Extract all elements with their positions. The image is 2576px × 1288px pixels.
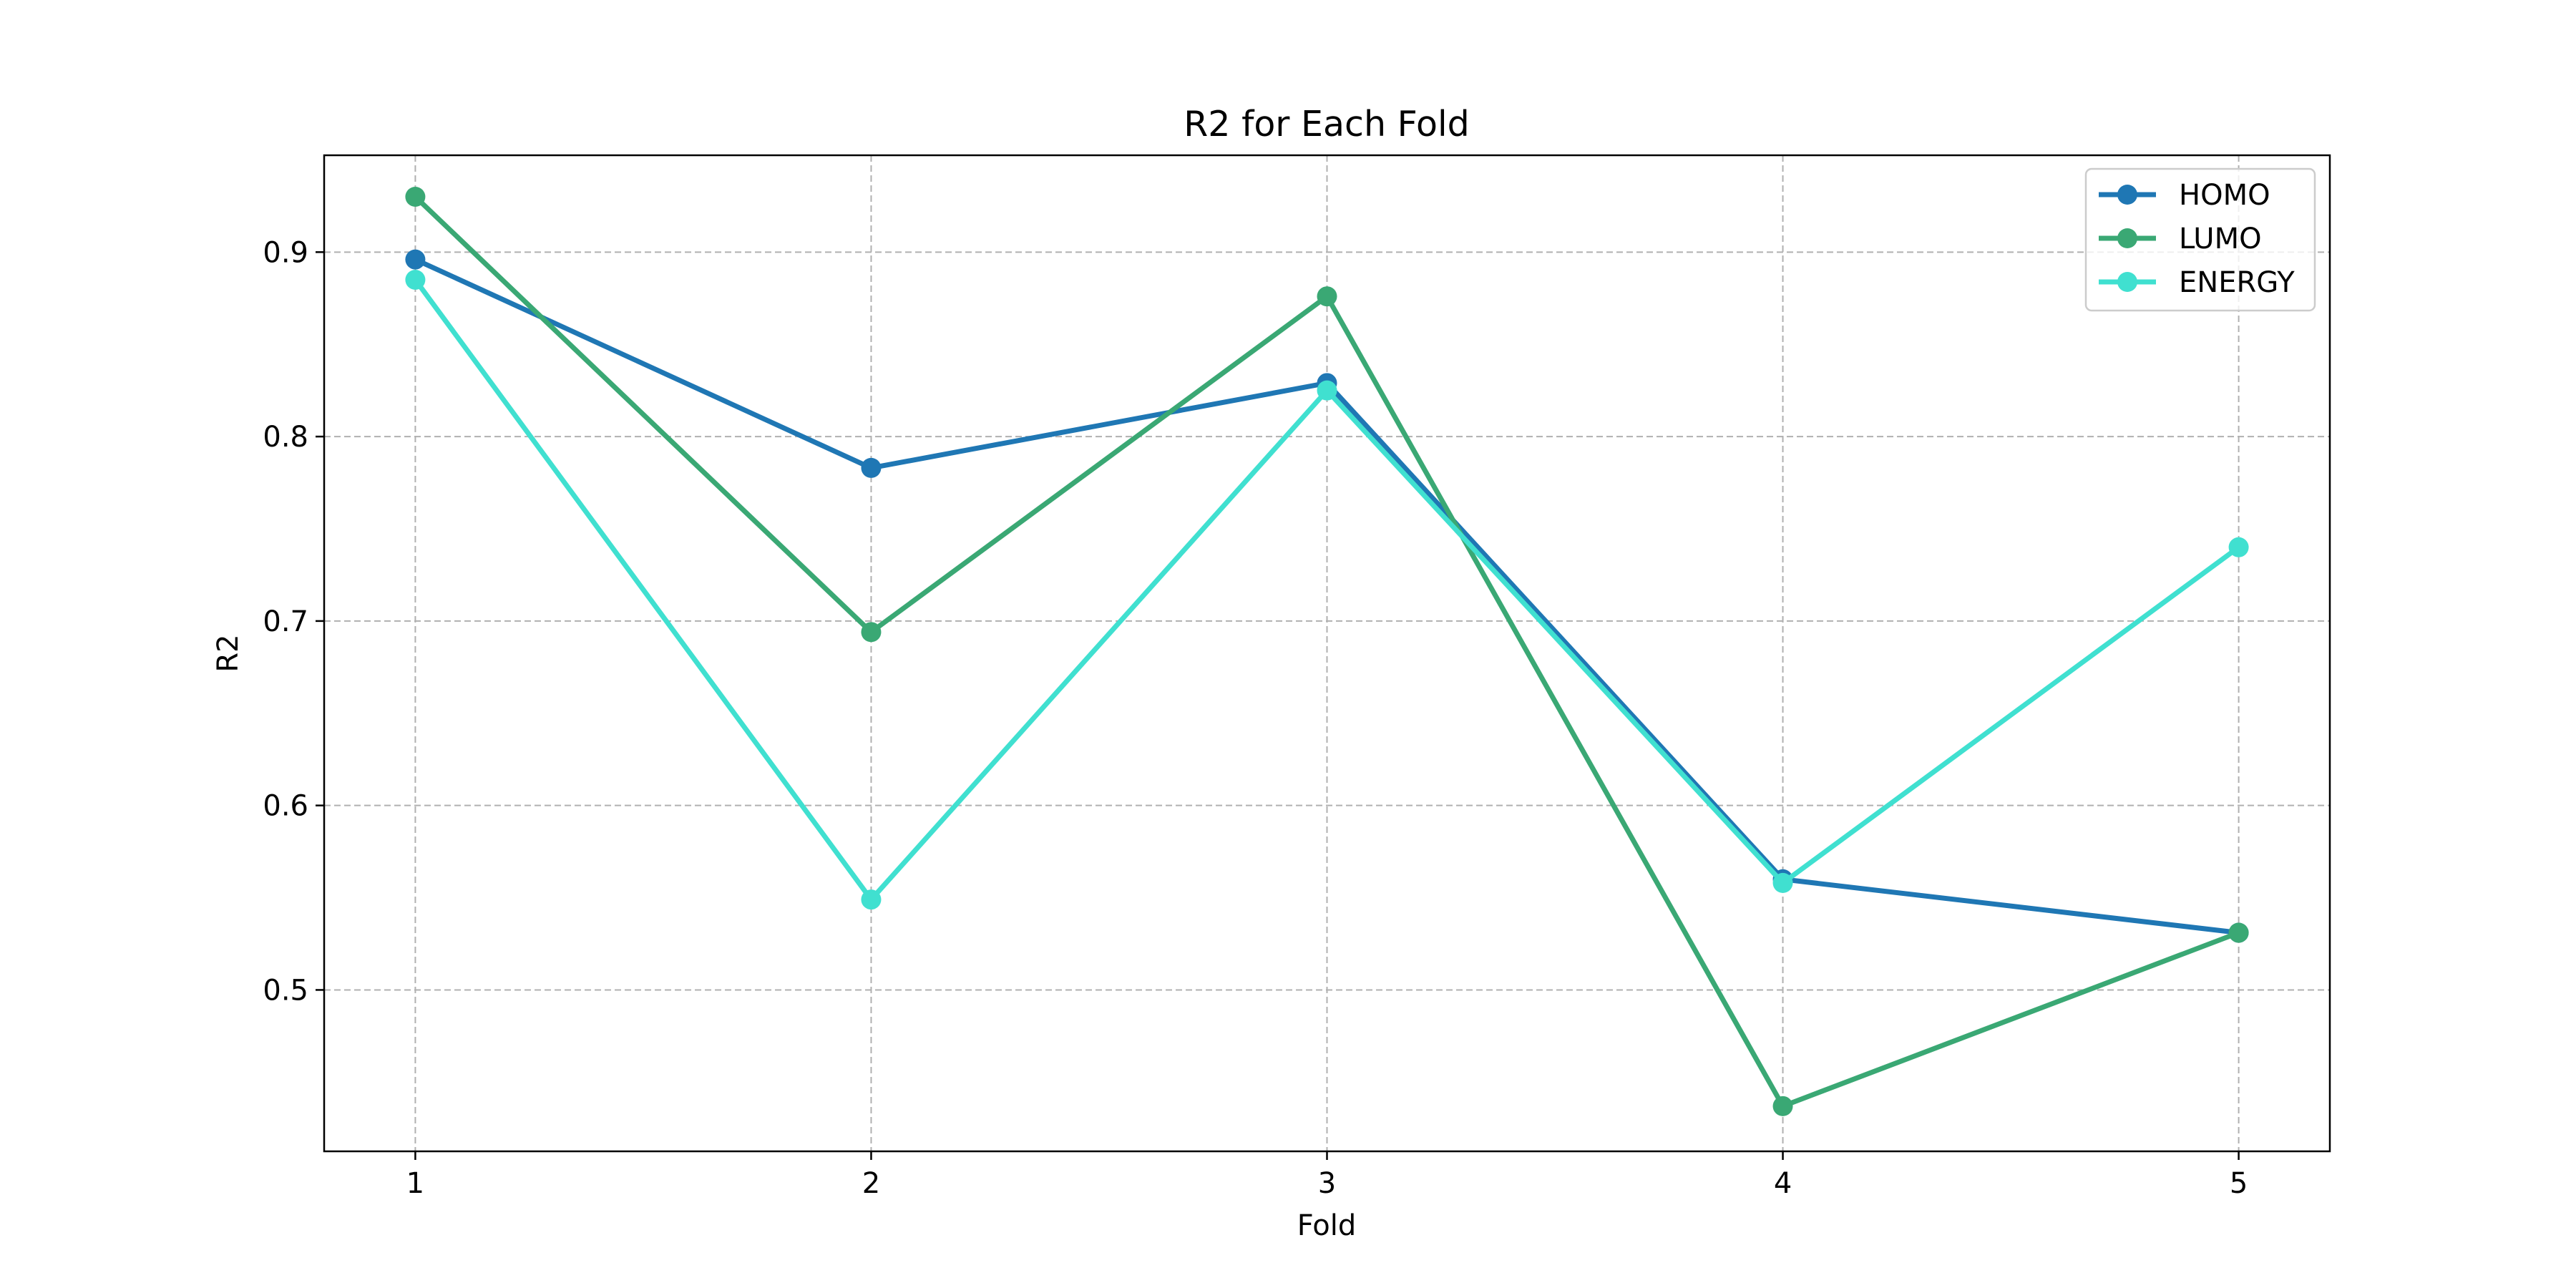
energy-point (1317, 380, 1337, 401)
series-layer (405, 187, 2249, 1116)
energy-point (861, 889, 882, 910)
homo-point (405, 249, 426, 270)
y-axis-label: R2 (212, 634, 245, 672)
y-axis: 0.5 0.6 0.7 0.8 0.9 (263, 236, 324, 1007)
legend-item-homo: HOMO (2099, 179, 2270, 212)
lumo-point (2228, 922, 2249, 943)
legend-marker-homo (2117, 185, 2137, 205)
y-tick-label: 0.7 (263, 605, 308, 638)
lumo-point (861, 622, 882, 643)
x-tick-label: 5 (2230, 1167, 2248, 1200)
series-energy (405, 270, 2249, 910)
y-tick-label: 0.8 (263, 421, 308, 454)
legend-label-lumo: LUMO (2179, 223, 2262, 255)
x-tick-label: 4 (1774, 1167, 1792, 1200)
legend-item-lumo: LUMO (2099, 223, 2262, 255)
legend-marker-lumo (2117, 228, 2137, 248)
legend-marker-energy (2117, 272, 2137, 292)
lumo-point (1317, 286, 1337, 307)
lumo-point (405, 187, 426, 207)
x-tick-label: 1 (406, 1167, 424, 1200)
legend: HOMO LUMO ENERGY (2084, 167, 2316, 312)
y-tick-label: 0.5 (263, 974, 308, 1007)
homo-point (861, 457, 882, 478)
x-tick-label: 3 (1318, 1167, 1336, 1200)
y-tick-label: 0.6 (263, 790, 308, 823)
lumo-point (1772, 1096, 1793, 1116)
x-tick-label: 2 (862, 1167, 880, 1200)
y-tick-label: 0.9 (263, 236, 308, 269)
legend-label-homo: HOMO (2179, 179, 2270, 212)
chart-title: R2 for Each Fold (1184, 104, 1469, 145)
grid-lines (324, 155, 2330, 1151)
energy-point (2228, 537, 2249, 557)
x-axis: 1 2 3 4 5 (406, 1151, 2248, 1200)
energy-point (405, 270, 426, 290)
legend-item-energy: ENERGY (2099, 266, 2295, 299)
legend-label-energy: ENERGY (2179, 266, 2295, 299)
series-lumo (405, 187, 2249, 1116)
legend-box (2084, 167, 2316, 312)
x-axis-label: Fold (1297, 1209, 1357, 1242)
energy-point (1772, 872, 1793, 893)
